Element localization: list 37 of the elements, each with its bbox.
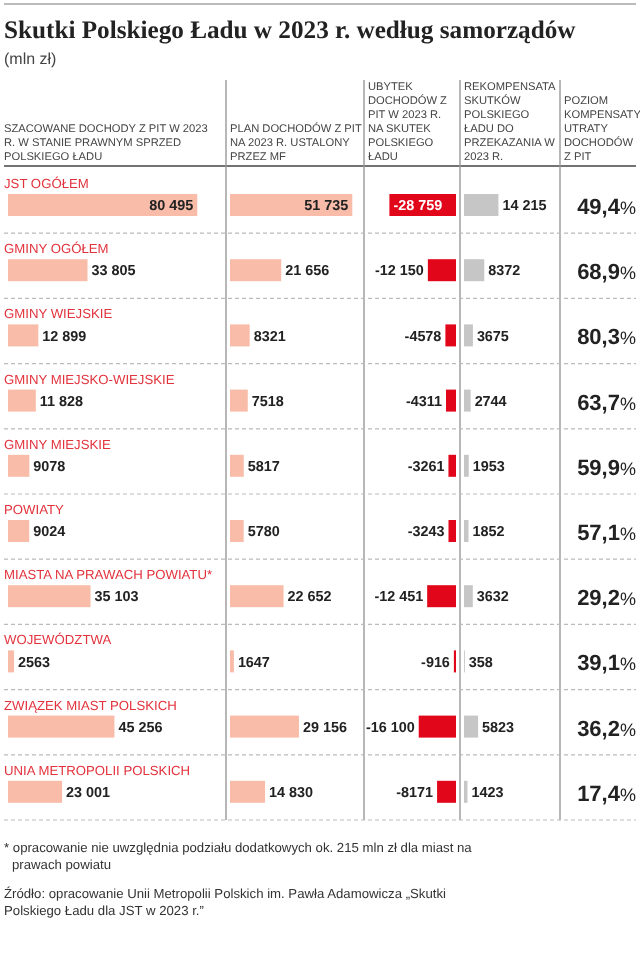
bar [230, 324, 250, 347]
bar [8, 520, 30, 542]
bar [464, 259, 485, 282]
bar [8, 650, 15, 673]
data-label: 57,1% [577, 522, 636, 546]
bar [230, 585, 284, 608]
data-label: 49,4% [577, 196, 636, 220]
data-label: 39,1% [577, 652, 636, 677]
bar [230, 520, 244, 542]
bar [230, 194, 353, 216]
data-label: 63,7% [577, 391, 636, 416]
data-label: 36,2% [577, 717, 636, 742]
chart-subtitle: (mln zł) [4, 50, 58, 68]
bar [230, 715, 299, 738]
bar [8, 389, 36, 412]
bar [8, 454, 30, 477]
bar [8, 715, 115, 738]
data-label: 80,3% [577, 326, 636, 351]
data-label: 29,2% [577, 587, 636, 612]
bar [8, 259, 88, 282]
bar [464, 324, 473, 347]
text: Skutki Polskiego Ładu w 2023 r. według samorządów [4, 16, 578, 44]
bar [8, 324, 39, 347]
bar [230, 389, 248, 412]
bar [8, 780, 63, 803]
bar [464, 585, 473, 608]
bar [464, 715, 479, 738]
data-label: 17,4% [577, 782, 636, 807]
bar [230, 454, 244, 477]
bar [230, 780, 266, 803]
data-label: 59,9% [577, 456, 636, 481]
bar [464, 194, 499, 216]
bar [8, 194, 198, 216]
data-label: 68,9% [577, 261, 636, 286]
bar [8, 585, 91, 608]
bar [464, 389, 471, 412]
bar [230, 259, 282, 282]
